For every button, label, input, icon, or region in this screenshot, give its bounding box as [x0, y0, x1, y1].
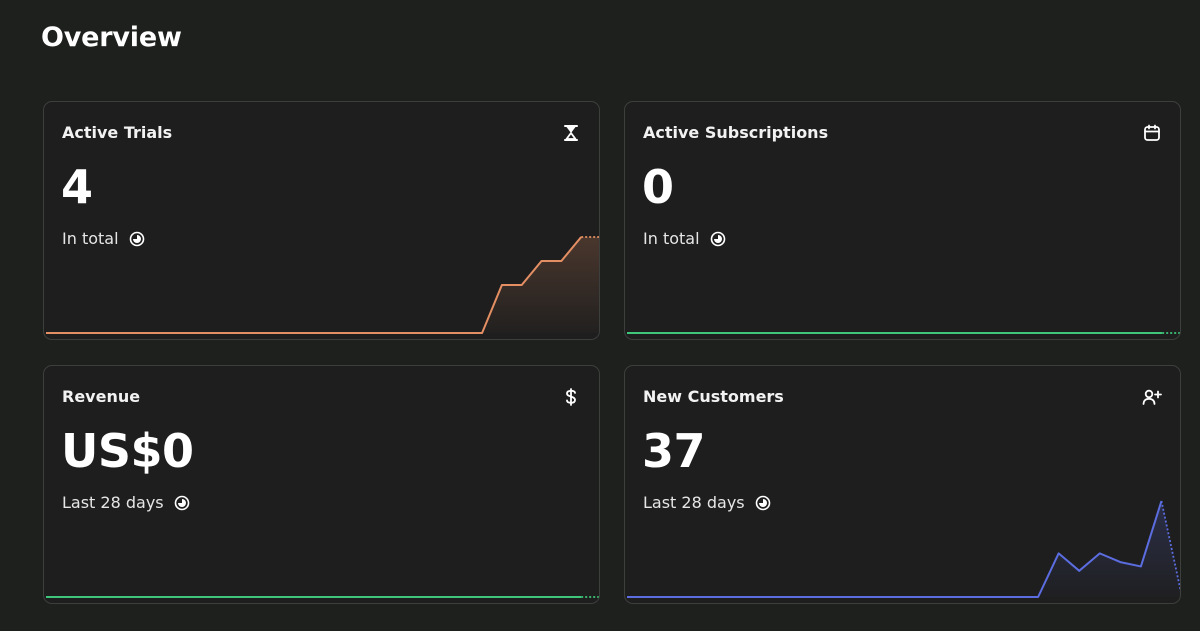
card-subtitle-row: In total: [62, 229, 145, 248]
card-title: New Customers: [643, 387, 784, 406]
card-subtitle-row: In total: [643, 229, 726, 248]
hourglass-icon: [561, 123, 581, 143]
active-subscriptions-card[interactable]: Active Subscriptions 0 In total: [624, 101, 1181, 340]
card-value: US$0: [61, 424, 194, 478]
card-subtitle-row: Last 28 days: [62, 493, 190, 512]
sparkline-area: [46, 237, 599, 333]
active-trials-card[interactable]: Active Trials 4 In total: [43, 101, 600, 340]
card-title: Active Trials: [62, 123, 173, 142]
clock-info-icon[interactable]: [710, 231, 726, 247]
chart-subscriptions-sparkline: [627, 332, 1180, 334]
user-plus-icon: [1142, 387, 1162, 407]
revenue-card[interactable]: Revenue US$0 Last 28 days: [43, 365, 600, 604]
chart-revenue-sparkline: [46, 596, 599, 598]
sparkline-line: [46, 236, 582, 334]
card-title: Active Subscriptions: [643, 123, 829, 142]
card-subtitle-row: Last 28 days: [643, 493, 771, 512]
card-value: 4: [61, 160, 93, 214]
new-customers-card[interactable]: New Customers 37 Last 28 days: [624, 365, 1181, 604]
card-subtitle: In total: [62, 229, 119, 248]
card-subtitle: In total: [643, 229, 700, 248]
card-value: 37: [642, 424, 706, 478]
clock-info-icon[interactable]: [129, 231, 145, 247]
sparkline-line: [627, 500, 1163, 598]
sparkline-projected-segment: [1160, 500, 1180, 592]
sparkline-area: [627, 501, 1180, 597]
clock-info-icon[interactable]: [755, 495, 771, 511]
dollar-icon: [561, 387, 581, 407]
calendar-icon: [1142, 123, 1162, 143]
card-title: Revenue: [62, 387, 141, 406]
chart-trials-sparkline: [46, 236, 599, 334]
card-value: 0: [642, 160, 674, 214]
card-subtitle: Last 28 days: [62, 493, 164, 512]
card-subtitle: Last 28 days: [643, 493, 745, 512]
page-title: Overview: [41, 22, 182, 53]
clock-info-icon[interactable]: [174, 495, 190, 511]
chart-customers-sparkline: [627, 500, 1180, 598]
